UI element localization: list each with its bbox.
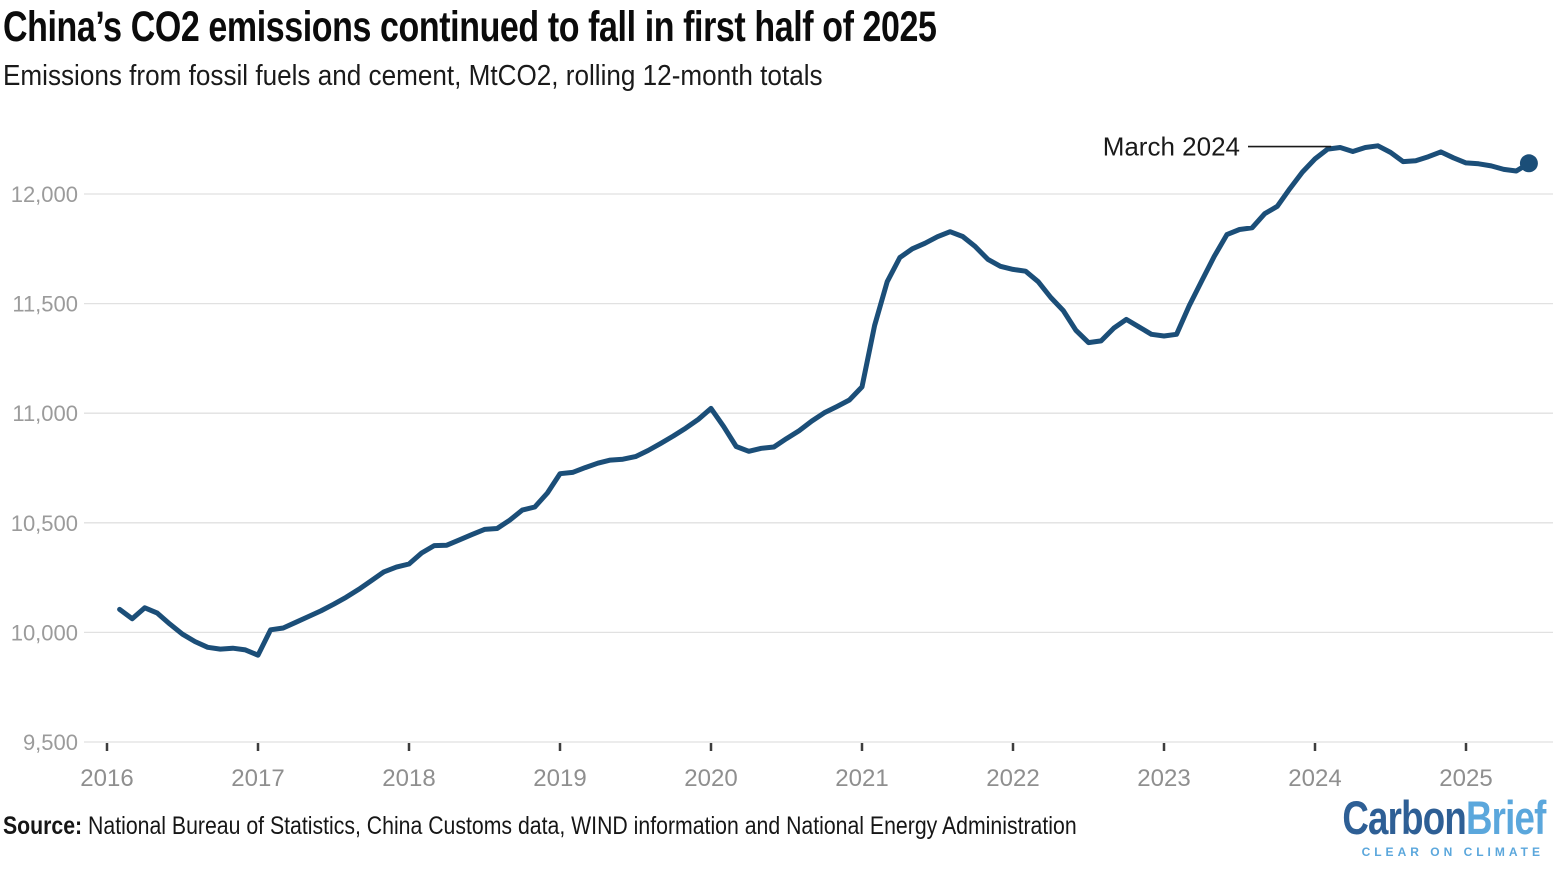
axes-group: 9,500 10,000 10,500 11,000 11,500 12,000 2016 2… <box>11 182 1493 792</box>
logo-carbon-text: Carbon <box>1342 791 1467 844</box>
chart-title: China’s CO2 emissions continued to fall … <box>3 3 937 51</box>
latest-value-marker <box>1519 154 1538 173</box>
y-axis-tick-label: 10,500 <box>11 511 78 536</box>
x-axis-tick-label: 2025 <box>1439 765 1492 792</box>
source-label: Source: <box>3 812 83 840</box>
x-axis-tick-label: 2024 <box>1288 765 1341 792</box>
gridlines-group <box>84 193 1553 743</box>
emissions-series-line <box>117 143 1532 658</box>
source-line: Source: National Bureau of Statistics, C… <box>3 812 1077 841</box>
x-axis-tick-label: 2019 <box>533 765 586 792</box>
logo-tagline: CLEAR ON CLIMATE <box>1361 844 1544 859</box>
x-axis-tick-label: 2020 <box>684 765 737 792</box>
x-axis-tick-label: 2017 <box>231 765 284 792</box>
x-axis-tick-label: 2023 <box>1137 765 1190 792</box>
emissions-line-chart: 9,500 10,000 10,500 11,000 11,500 12,000 2016 2… <box>11 132 1553 792</box>
x-axis-tick-label: 2022 <box>986 765 1039 792</box>
carbonbrief-wordmark: CarbonBrief <box>1342 791 1547 844</box>
x-axis-tick-label: 2021 <box>835 765 888 792</box>
source-text: National Bureau of Statistics, China Cus… <box>88 812 1077 840</box>
logo-brief-text: Brief <box>1466 791 1546 844</box>
y-axis-tick-label: 10,000 <box>11 620 78 645</box>
x-axis-tick-label: 2016 <box>80 765 133 792</box>
y-axis-tick-label: 12,000 <box>11 182 78 207</box>
y-axis-tick-label: 9,500 <box>23 730 78 755</box>
y-axis-tick-label: 11,000 <box>12 401 78 426</box>
x-axis-tick-label: 2018 <box>382 765 435 792</box>
peak-annotation-label: March 2024 <box>1103 132 1240 162</box>
y-axis-tick-label: 11,500 <box>12 292 78 317</box>
carbonbrief-logo: CarbonBrief CLEAR ON CLIMATE <box>1285 791 1547 859</box>
chart-subtitle: Emissions from fossil fuels and cement, … <box>3 60 823 92</box>
